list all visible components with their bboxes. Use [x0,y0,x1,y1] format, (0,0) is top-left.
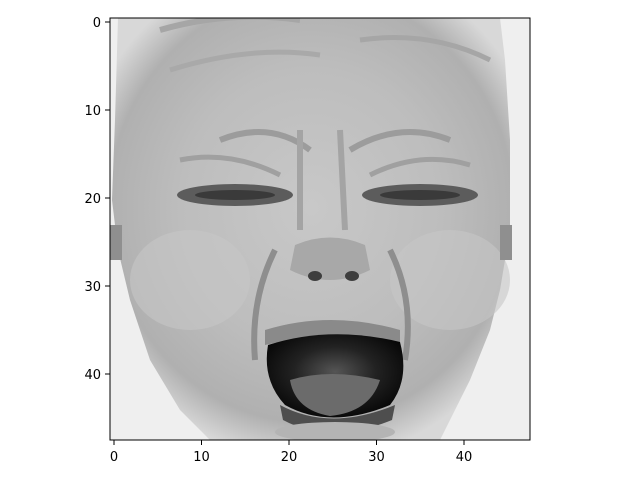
x-tick-label: 0 [110,450,118,465]
y-axis: 0 10 20 30 40 [84,16,110,383]
y-tick-label: 20 [84,192,101,207]
x-tick-label: 30 [368,450,385,465]
x-tick-label: 10 [193,450,210,465]
face-image [110,18,530,440]
y-tick-label: 10 [84,104,101,119]
y-tick-label: 40 [84,368,101,383]
x-tick-label: 40 [456,450,473,465]
y-tick-label: 0 [93,16,101,31]
y-tick-label: 30 [84,280,101,295]
x-tick-label: 20 [281,450,298,465]
x-axis: 0 10 20 30 40 [110,440,472,465]
axes-frame [109,17,531,441]
